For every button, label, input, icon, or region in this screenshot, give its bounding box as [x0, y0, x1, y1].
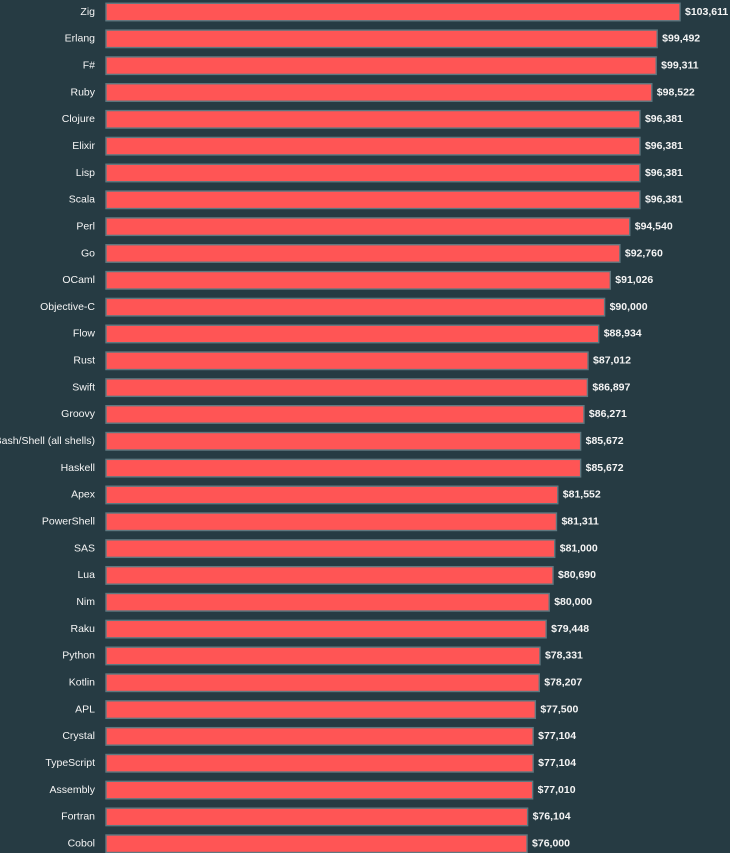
category-label: Cobol [68, 838, 95, 850]
value-label: $77,104 [538, 730, 576, 742]
category-label: TypeScript [45, 757, 95, 769]
value-label: $92,760 [625, 247, 663, 259]
value-label: $98,522 [657, 86, 695, 98]
value-label: $86,271 [589, 408, 627, 420]
value-label: $96,381 [645, 167, 683, 179]
category-label: Swift [72, 381, 95, 393]
category-label: Flow [73, 328, 96, 340]
value-label: $81,552 [563, 489, 601, 501]
value-label: $80,690 [558, 569, 596, 581]
bar[interactable] [105, 565, 554, 585]
value-label: $77,104 [538, 757, 576, 769]
value-label: $76,104 [533, 811, 571, 823]
bar[interactable] [105, 29, 658, 49]
bar[interactable] [105, 405, 585, 424]
bar[interactable] [105, 458, 582, 478]
value-label: $76,000 [532, 838, 570, 850]
category-label: Scala [69, 194, 95, 206]
category-label: Python [62, 650, 95, 662]
value-label: $96,381 [645, 113, 683, 125]
category-label: Crystal [62, 730, 95, 742]
bar[interactable] [105, 270, 611, 290]
value-label: $85,672 [586, 435, 624, 447]
value-label: $99,492 [662, 33, 700, 45]
bar[interactable] [105, 56, 657, 76]
bar[interactable] [105, 190, 641, 210]
bar[interactable] [105, 646, 541, 666]
bar[interactable] [105, 834, 528, 853]
value-label: $80,000 [554, 596, 592, 608]
value-label: $90,000 [610, 301, 648, 313]
bar[interactable] [105, 163, 641, 183]
value-label: $94,540 [635, 220, 673, 232]
bar[interactable] [105, 592, 550, 612]
category-label: PowerShell [42, 516, 95, 528]
category-label: Objective-C [40, 301, 95, 313]
bar[interactable] [105, 753, 534, 773]
category-label: Raku [70, 623, 95, 635]
bar[interactable] [105, 726, 534, 746]
category-label: Erlang [65, 33, 96, 45]
category-label: Go [81, 247, 95, 259]
bar[interactable] [105, 136, 641, 156]
value-label: $86,897 [592, 381, 630, 393]
value-label: $87,012 [593, 355, 631, 367]
bar[interactable] [105, 378, 589, 398]
bar[interactable] [105, 619, 547, 639]
value-label: $77,500 [540, 703, 578, 715]
category-label: Kotlin [69, 677, 95, 689]
bar[interactable] [105, 673, 540, 693]
bar[interactable] [105, 431, 582, 451]
value-label: $91,026 [615, 274, 653, 286]
value-label: $78,207 [544, 677, 582, 689]
bar[interactable] [105, 780, 534, 800]
category-label: Lua [77, 569, 95, 581]
value-label: $81,311 [561, 516, 599, 528]
value-label: $79,448 [551, 623, 589, 635]
category-label: Assembly [49, 784, 95, 796]
value-label: $81,000 [560, 542, 598, 554]
category-label: Nim [76, 596, 95, 608]
bar[interactable] [105, 807, 529, 827]
category-label: APL [75, 703, 95, 715]
category-label: Apex [71, 489, 96, 501]
value-label: $78,331 [545, 650, 583, 662]
category-label: Ruby [70, 86, 95, 98]
bar[interactable] [105, 2, 681, 22]
bar[interactable] [105, 297, 606, 317]
value-label: $96,381 [645, 194, 683, 206]
value-label: $88,934 [604, 328, 642, 340]
category-label: Zig [80, 6, 95, 18]
bar[interactable] [105, 512, 558, 532]
bar[interactable] [105, 539, 556, 559]
category-label: Haskell [61, 462, 95, 474]
bar[interactable] [105, 217, 631, 237]
category-label: Bash/Shell (all shells) [0, 435, 95, 447]
category-label: Groovy [61, 408, 96, 420]
value-label: $103,611 [685, 6, 728, 18]
value-label: $99,311 [661, 59, 699, 71]
value-label: $96,381 [645, 140, 683, 152]
category-label: Elixir [72, 140, 95, 152]
value-label: $77,010 [538, 784, 576, 796]
bar[interactable] [105, 700, 537, 720]
bar[interactable] [105, 485, 559, 505]
category-label: F# [83, 59, 95, 71]
category-label: Rust [73, 355, 95, 367]
value-label: $85,672 [586, 462, 624, 474]
category-label: Lisp [76, 167, 95, 179]
bar[interactable] [105, 351, 589, 371]
category-label: Clojure [62, 113, 95, 125]
category-label: Perl [76, 220, 95, 232]
bar[interactable] [105, 244, 621, 263]
category-label: SAS [74, 542, 95, 554]
bar[interactable] [105, 324, 600, 344]
category-label: Fortran [61, 811, 95, 823]
bar[interactable] [105, 109, 641, 129]
category-label: OCaml [62, 274, 95, 286]
bar[interactable] [105, 83, 653, 102]
